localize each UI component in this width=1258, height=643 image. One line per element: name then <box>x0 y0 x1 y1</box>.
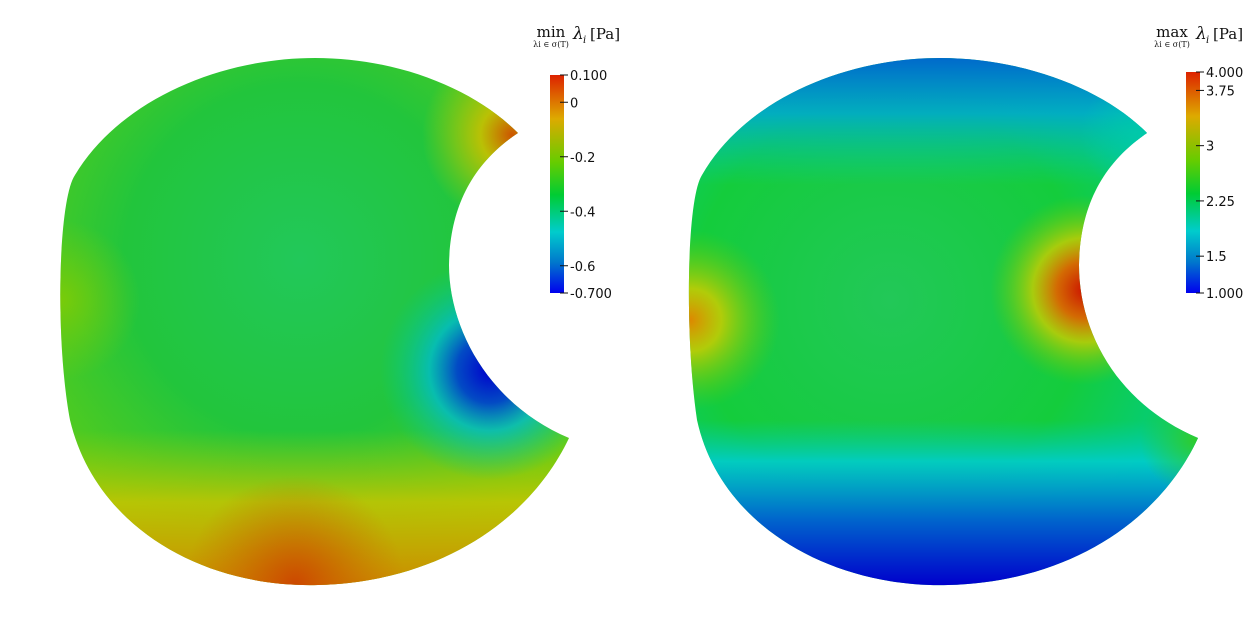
title-symbol: λ <box>1195 24 1207 44</box>
colorbar-tick-label: 1.000 <box>1206 287 1243 302</box>
colorbar-tick-label: -0.700 <box>570 287 612 302</box>
colorbar-tick-label: 0 <box>570 96 578 111</box>
colorbar-tick-label: 2.25 <box>1206 195 1235 210</box>
field-plot-min <box>60 58 569 586</box>
colorbar-tick-label: -0.2 <box>570 151 595 166</box>
field-plot-max <box>688 58 1198 586</box>
colorbar-gradient <box>550 75 564 293</box>
title-symbol: λ <box>572 24 584 44</box>
colorbar-tick-label: 1.5 <box>1206 250 1227 265</box>
colorbar-min: min λi ∈ σ(T) λ i [Pa] 0.100 0 -0.2 -0.4 -0.… <box>533 23 620 302</box>
colorbar-gradient <box>1186 72 1200 293</box>
title-subscript: λi ∈ σ(T) <box>1154 40 1190 49</box>
colorbar-tick-label: 4.000 <box>1206 66 1243 81</box>
colorbar-title: min λi ∈ σ(T) λ i [Pa] <box>533 23 620 49</box>
title-subscript: λi ∈ σ(T) <box>533 40 569 49</box>
colorbar-tick-label: -0.4 <box>570 205 595 220</box>
title-unit: [Pa] <box>1213 25 1243 43</box>
title-symbol-sub: i <box>583 35 586 46</box>
title-operator: max <box>1156 23 1188 41</box>
colorbar-tick-label: 3.75 <box>1206 84 1235 99</box>
colorbar-tick-label: 3 <box>1206 140 1214 155</box>
title-symbol-sub: i <box>1206 35 1209 46</box>
colorbar-tick-label: 0.100 <box>570 69 607 84</box>
colorbar-title: max λi ∈ σ(T) λ i [Pa] <box>1154 23 1243 49</box>
colorbar-tick-label: -0.6 <box>570 260 595 275</box>
colorbar-max: max λi ∈ σ(T) λ i [Pa] 4.000 3.75 3 2.25 1.5… <box>1154 23 1243 302</box>
title-operator: min <box>537 23 566 41</box>
title-unit: [Pa] <box>590 25 620 43</box>
